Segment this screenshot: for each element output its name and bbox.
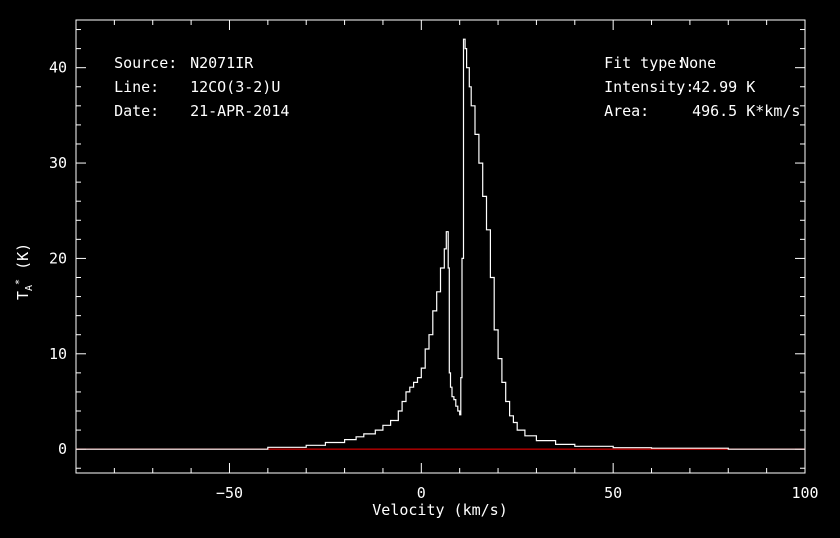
source-label: Source:	[114, 54, 178, 72]
y-tick-label: 10	[49, 345, 67, 363]
date-info: Date: 21-APR-2014	[96, 84, 289, 120]
x-tick-label: 0	[417, 484, 426, 502]
x-axis-label: Velocity (km/s)	[372, 501, 508, 519]
y-tick-label: 40	[49, 59, 67, 77]
plot-frame	[75, 19, 806, 474]
source-value: N2071IR	[190, 54, 254, 72]
axis-ticks	[75, 20, 806, 473]
area-label: Area:	[604, 102, 650, 120]
area-value: 496.5 K*km/s	[692, 102, 801, 120]
line-value: 12CO(3-2)U	[190, 78, 281, 96]
x-tick-label: −50	[216, 484, 243, 502]
spectrum-series-0	[76, 38, 805, 450]
line-info: Line: 12CO(3-2)U	[96, 60, 280, 96]
fit-info: Fit type:None	[586, 36, 716, 72]
y-axis-label-sup: *	[14, 278, 25, 285]
date-label: Date:	[114, 102, 160, 120]
y-axis-label-unit: (K)	[14, 242, 32, 279]
source-info: Source: N2071IR	[96, 36, 253, 72]
series-layer	[76, 38, 805, 450]
y-tick-label: 20	[49, 249, 67, 267]
y-axis-label-main: T	[14, 290, 32, 300]
y-axis-label: TA* (K)	[14, 243, 35, 300]
intensity-info: Intensity:42.99 K	[586, 60, 755, 96]
line-label: Line:	[114, 78, 160, 96]
y-tick-label: 30	[49, 154, 67, 172]
y-axis-label-sub: A	[24, 284, 35, 291]
fit-label: Fit type:	[604, 54, 686, 72]
axis-tick-labels: −50 0 50 100 0 10 20 30 40	[49, 59, 819, 502]
intensity-value: 42.99 K	[692, 78, 756, 96]
y-tick-label: 0	[58, 440, 67, 458]
fit-value: None	[680, 54, 717, 72]
x-tick-label: 50	[604, 484, 622, 502]
area-info: Area: 496.5 K*km/s	[586, 84, 800, 120]
date-value: 21-APR-2014	[190, 102, 290, 120]
x-tick-label: 100	[791, 484, 818, 502]
intensity-label: Intensity:	[604, 78, 695, 96]
